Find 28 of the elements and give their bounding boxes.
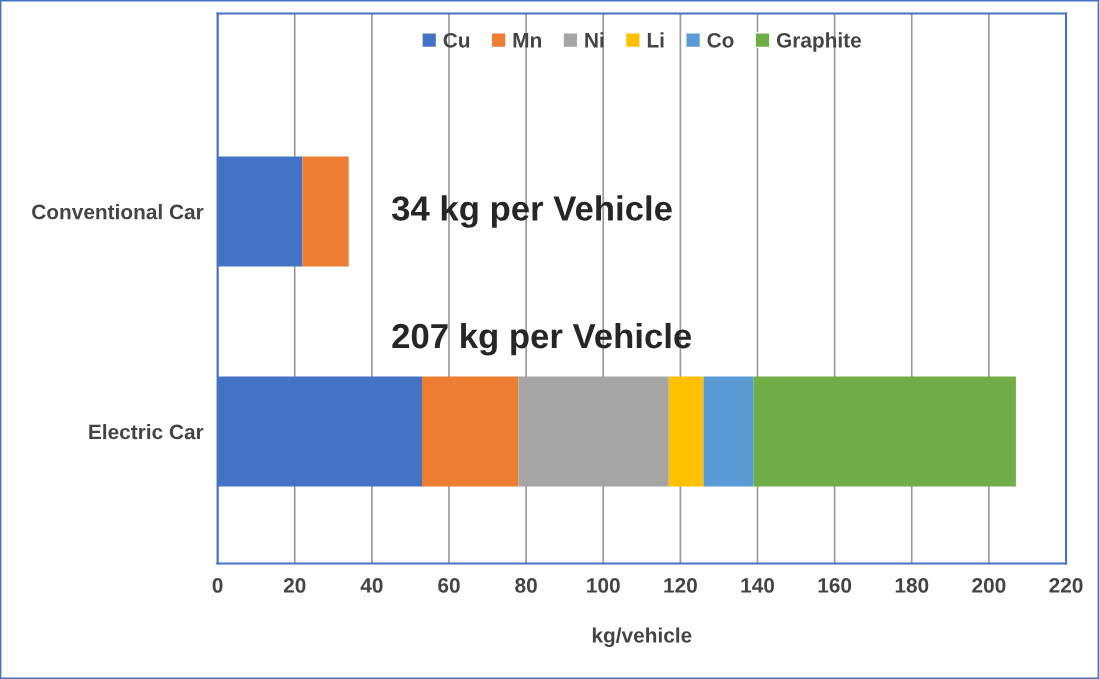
- x-tick-label: 0: [212, 578, 223, 593]
- x-tick-label: 140: [741, 578, 775, 593]
- bar: [703, 376, 754, 487]
- bar: [302, 156, 349, 267]
- legend-label: Co: [707, 32, 734, 48]
- bar: [668, 376, 704, 487]
- legend-label: Ni: [585, 32, 604, 48]
- y-tick-label: Conventional Car: [32, 204, 204, 220]
- x-tick-label: 200: [972, 578, 1006, 593]
- x-axis-title: kg/vehicle: [592, 627, 692, 647]
- bar: [753, 376, 1016, 487]
- legend-label: Li: [647, 32, 664, 48]
- x-tick-label: 100: [587, 578, 620, 593]
- x-tick-label: 120: [664, 578, 697, 593]
- x-tick-label: 220: [1049, 578, 1083, 593]
- legend-label: Mn: [513, 33, 541, 48]
- legend-label: Cu: [443, 32, 470, 48]
- y-tick-label: Electric Car: [89, 424, 204, 440]
- x-tick-label: 180: [895, 578, 929, 593]
- x-tick-label: 40: [360, 578, 383, 593]
- x-tick-label: 60: [438, 578, 460, 593]
- x-tick-label: 80: [515, 578, 537, 593]
- annotation: 34 kg per Vehicle: [391, 195, 672, 228]
- bar: [422, 376, 519, 487]
- annotation: 207 kg per Vehicle: [392, 322, 692, 356]
- x-tick-label: 160: [818, 578, 852, 593]
- x-tick-label: 20: [283, 578, 306, 593]
- legend-label: Graphite: [776, 32, 861, 52]
